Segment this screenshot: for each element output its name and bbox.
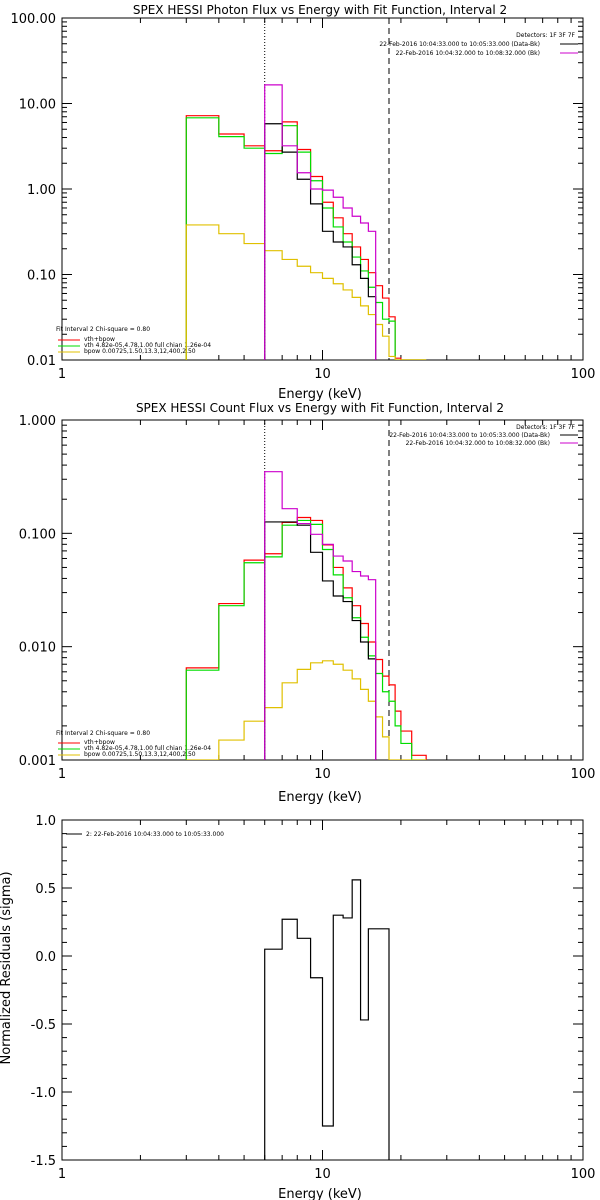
x-tick-label: 100	[571, 367, 596, 382]
x-tick-label: 10	[314, 767, 331, 782]
y-axis-label: Normalized Residuals (sigma)	[0, 871, 14, 1064]
y-tick-label: 0.001	[19, 754, 56, 769]
y-tick-label: 1.000	[19, 414, 56, 429]
y-tick-label: 0.010	[19, 641, 56, 656]
detector-label: Detectors: 1F 3F 7F	[516, 32, 575, 39]
series-group	[185, 84, 427, 360]
x-axis-label: Energy (keV)	[278, 1187, 362, 1200]
series-group	[185, 471, 427, 760]
count-flux-panel: SPEX HESSI Count Flux vs Energy with Fit…	[19, 401, 596, 805]
time-legend-data-text: 22-Feb-2016 10:04:33.000 to 10:05:33.000…	[379, 41, 540, 48]
series-background-line	[264, 471, 377, 760]
residuals-plot: 1 10 100 -1.5 -1.0 -0.5 0.0 0.5 1.0	[31, 814, 596, 1182]
fit-legend: Fit Interval 2 Chi-square = 0.80 vth+bpo…	[56, 326, 211, 355]
x-tick-label: 1	[58, 767, 66, 782]
fit-legend-header: Fit Interval 2 Chi-square = 0.80	[56, 730, 150, 737]
y-tick-label: 1.00	[27, 183, 56, 198]
fit-legend-vth: vth 4.82e-05,4.78,1.00 full chian 1.26e-…	[84, 342, 211, 349]
y-tick-label: 10.00	[19, 98, 56, 113]
time-legend: 22-Feb-2016 10:04:33.000 to 10:05:33.000…	[379, 41, 540, 57]
photon-flux-plot: 1 10 100 0.01 0.10 1.00 10.00 100.00	[11, 12, 596, 382]
fit-legend-total: vth+bpow	[84, 336, 115, 343]
residual-legend-text: 2: 22-Feb-2016 10:04:33.000 to 10:05:33.…	[86, 831, 224, 838]
y-tick-label: -0.5	[31, 1018, 56, 1033]
y-tick-label: 0.0	[35, 950, 56, 965]
fit-legend-header: Fit Interval 2 Chi-square = 0.80	[56, 326, 150, 333]
x-tick-label: 10	[314, 367, 331, 382]
y-tick-label: -1.0	[31, 1086, 56, 1101]
x-tick-label: 100	[571, 767, 596, 782]
y-tick-label: 0.100	[19, 527, 56, 542]
time-legend-data-text: 22-Feb-2016 10:04:33.000 to 10:05:33.000…	[389, 432, 550, 439]
time-legend-bk-text: 22-Feb-2016 10:04:32.000 to 10:08:32.000…	[396, 50, 540, 57]
x-axis-label: Energy (keV)	[278, 790, 362, 805]
photon-flux-panel: SPEX HESSI Photon Flux vs Energy with Fi…	[11, 3, 596, 402]
x-axis-label: Energy (keV)	[278, 387, 362, 402]
y-tick-label: -1.5	[31, 1154, 56, 1169]
x-tick-label: 1	[58, 367, 66, 382]
x-tick-label: 10	[314, 1167, 331, 1182]
y-tick-label: 100.00	[11, 12, 57, 27]
series-2-22-feb-2016-10-04-33-000-to-10-05-33-000-line	[264, 879, 390, 1160]
time-legend-bk-text: 22-Feb-2016 10:04:32.000 to 10:08:32.000…	[406, 440, 550, 447]
series-group	[264, 879, 390, 1160]
x-tick-label: 100	[571, 1167, 596, 1182]
residuals-panel: Energy (keV) Normalized Residuals (sigma…	[0, 814, 595, 1200]
x-tick-label: 1	[58, 1167, 66, 1182]
y-tick-label: 0.01	[27, 354, 56, 369]
time-legend: 22-Feb-2016 10:04:33.000 to 10:05:33.000…	[389, 432, 550, 447]
series-data-line	[264, 123, 377, 360]
fit-legend-vth: vth 4.82e-05,4.78,1.00 full chian 1.26e-…	[84, 745, 211, 752]
panel-title: SPEX HESSI Photon Flux vs Energy with Fi…	[133, 3, 507, 17]
count-flux-plot: 1 10 100 0.001 0.010 0.100 1.000	[19, 414, 596, 782]
fit-legend-bpow: bpow 0.00725,1.50,13.3,12,400,2.50	[84, 348, 196, 355]
fit-legend-total: vth+bpow	[84, 739, 115, 746]
detector-label: Detectors: 1F 3F 7F	[516, 424, 575, 431]
y-tick-label: 0.5	[35, 882, 56, 897]
fit-legend: Fit Interval 2 Chi-square = 0.80 vth+bpo…	[56, 730, 211, 758]
fit-legend-bpow: bpow 0.00725,1.50,13.3,12,400,2.50	[84, 751, 196, 758]
y-tick-label: 1.0	[35, 814, 56, 829]
series-background-line	[264, 84, 377, 360]
panel-title: SPEX HESSI Count Flux vs Energy with Fit…	[136, 401, 504, 415]
y-tick-label: 0.10	[27, 269, 56, 284]
